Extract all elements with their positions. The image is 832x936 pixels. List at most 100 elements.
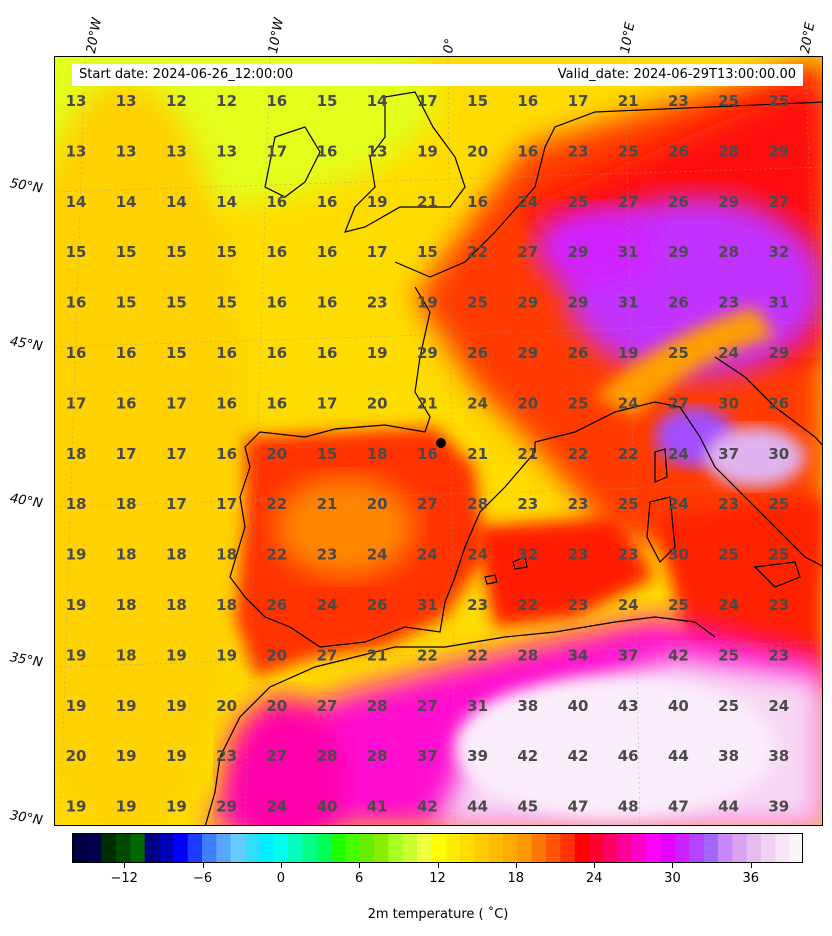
colorbar-segment <box>87 834 103 862</box>
grid-value: 29 <box>216 798 237 816</box>
grid-value: 25 <box>768 495 789 513</box>
grid-value: 17 <box>166 495 187 513</box>
colorbar-gradient <box>73 834 802 862</box>
grid-value: 28 <box>367 697 388 715</box>
grid-value: 19 <box>66 596 87 614</box>
grid-value: 38 <box>768 747 789 765</box>
grid-value: 29 <box>668 243 689 261</box>
colorbar-segment <box>331 834 346 862</box>
grid-value: 28 <box>718 142 739 160</box>
grid-value: 15 <box>166 294 187 312</box>
grid-value: 28 <box>317 747 338 765</box>
grid-value: 24 <box>367 546 388 564</box>
grid-value: 16 <box>66 294 87 312</box>
grid-value: 19 <box>367 193 388 211</box>
colorbar-segment <box>675 834 690 862</box>
grid-value: 13 <box>367 142 388 160</box>
grid-value: 25 <box>718 546 739 564</box>
grid-value: 23 <box>568 596 589 614</box>
colorbar-segment <box>689 834 705 862</box>
grid-value: 14 <box>367 92 388 110</box>
lon-label-0: 0° <box>441 37 459 55</box>
grid-value: 39 <box>467 747 488 765</box>
colorbar <box>72 833 803 863</box>
colorbar-segment <box>503 834 518 862</box>
grid-value: 17 <box>116 445 137 463</box>
grid-value: 18 <box>166 546 187 564</box>
colorbar-segment <box>703 834 719 862</box>
grid-value: 26 <box>266 596 287 614</box>
grid-value: 16 <box>317 344 338 362</box>
grid-value: 15 <box>467 92 488 110</box>
grid-value: 21 <box>417 394 438 412</box>
grid-value: 25 <box>568 193 589 211</box>
grid-value: 23 <box>367 294 388 312</box>
grid-value: 19 <box>216 646 237 664</box>
grid-value: 24 <box>417 546 438 564</box>
grid-value: 25 <box>718 92 739 110</box>
grid-value: 22 <box>417 646 438 664</box>
grid-value: 48 <box>618 798 639 816</box>
colorbar-tick <box>437 863 439 868</box>
grid-value: 34 <box>568 646 589 664</box>
grid-value: 47 <box>568 798 589 816</box>
colorbar-segment <box>589 834 604 862</box>
temperature-field <box>55 57 822 825</box>
grid-value: 19 <box>66 798 87 816</box>
grid-value: 29 <box>768 344 789 362</box>
grid-value: 28 <box>718 243 739 261</box>
grid-value: 13 <box>66 92 87 110</box>
grid-value: 23 <box>317 546 338 564</box>
grid-value: 25 <box>718 697 739 715</box>
grid-value: 42 <box>568 747 589 765</box>
map-panel: 13 13 12 12 16 15 14 17 15 16 17 21 23 25 25 13 13 13 13 17… <box>54 56 823 826</box>
colorbar-segment <box>159 834 174 862</box>
grid-value: 17 <box>166 445 187 463</box>
colorbar-segment <box>288 834 303 862</box>
grid-value: 29 <box>517 344 538 362</box>
colorbar-segment <box>101 834 117 862</box>
grid-value: 42 <box>417 798 438 816</box>
colorbar-segment <box>144 834 160 862</box>
lon-label-10e: 10°E <box>618 21 639 55</box>
start-date-label: Start date: 2024-06-26_12:00:00 <box>79 67 294 82</box>
grid-value: 40 <box>668 697 689 715</box>
temperature-map: 13 13 12 12 16 15 14 17 15 16 17 21 23 25 25 13 13 13 13 17… <box>55 57 822 825</box>
grid-value: 46 <box>618 747 639 765</box>
colorbar-segment <box>302 834 318 862</box>
grid-value: 24 <box>668 445 689 463</box>
grid-value: 23 <box>216 747 237 765</box>
grid-value: 20 <box>467 142 488 160</box>
colorbar-segment <box>560 834 576 862</box>
colorbar-segment <box>73 834 88 862</box>
grid-value: 25 <box>618 495 639 513</box>
grid-value: 16 <box>116 394 137 412</box>
grid-value: 16 <box>216 344 237 362</box>
grid-value: 27 <box>317 646 338 664</box>
grid-value: 17 <box>166 394 187 412</box>
grid-value: 19 <box>417 294 438 312</box>
grid-value: 27 <box>517 243 538 261</box>
colorbar-tick-label: 36 <box>742 871 760 886</box>
grid-value: 18 <box>367 445 388 463</box>
colorbar-segment <box>488 834 504 862</box>
grid-value: 22 <box>266 495 287 513</box>
grid-value: 40 <box>317 798 338 816</box>
grid-value: 25 <box>718 646 739 664</box>
colorbar-segment <box>202 834 217 862</box>
grid-value: 29 <box>768 142 789 160</box>
grid-value: 16 <box>417 445 438 463</box>
grid-value: 24 <box>317 596 338 614</box>
grid-value: 19 <box>66 546 87 564</box>
grid-value: 26 <box>668 294 689 312</box>
grid-value: 24 <box>718 344 739 362</box>
grid-value: 32 <box>517 546 538 564</box>
grid-value: 24 <box>467 546 488 564</box>
colorbar-segment <box>531 834 547 862</box>
colorbar-segment <box>775 834 791 862</box>
colorbar-segment <box>187 834 203 862</box>
grid-value: 45 <box>517 798 538 816</box>
grid-value: 44 <box>718 798 739 816</box>
grid-value: 16 <box>116 344 137 362</box>
grid-value: 27 <box>668 394 689 412</box>
